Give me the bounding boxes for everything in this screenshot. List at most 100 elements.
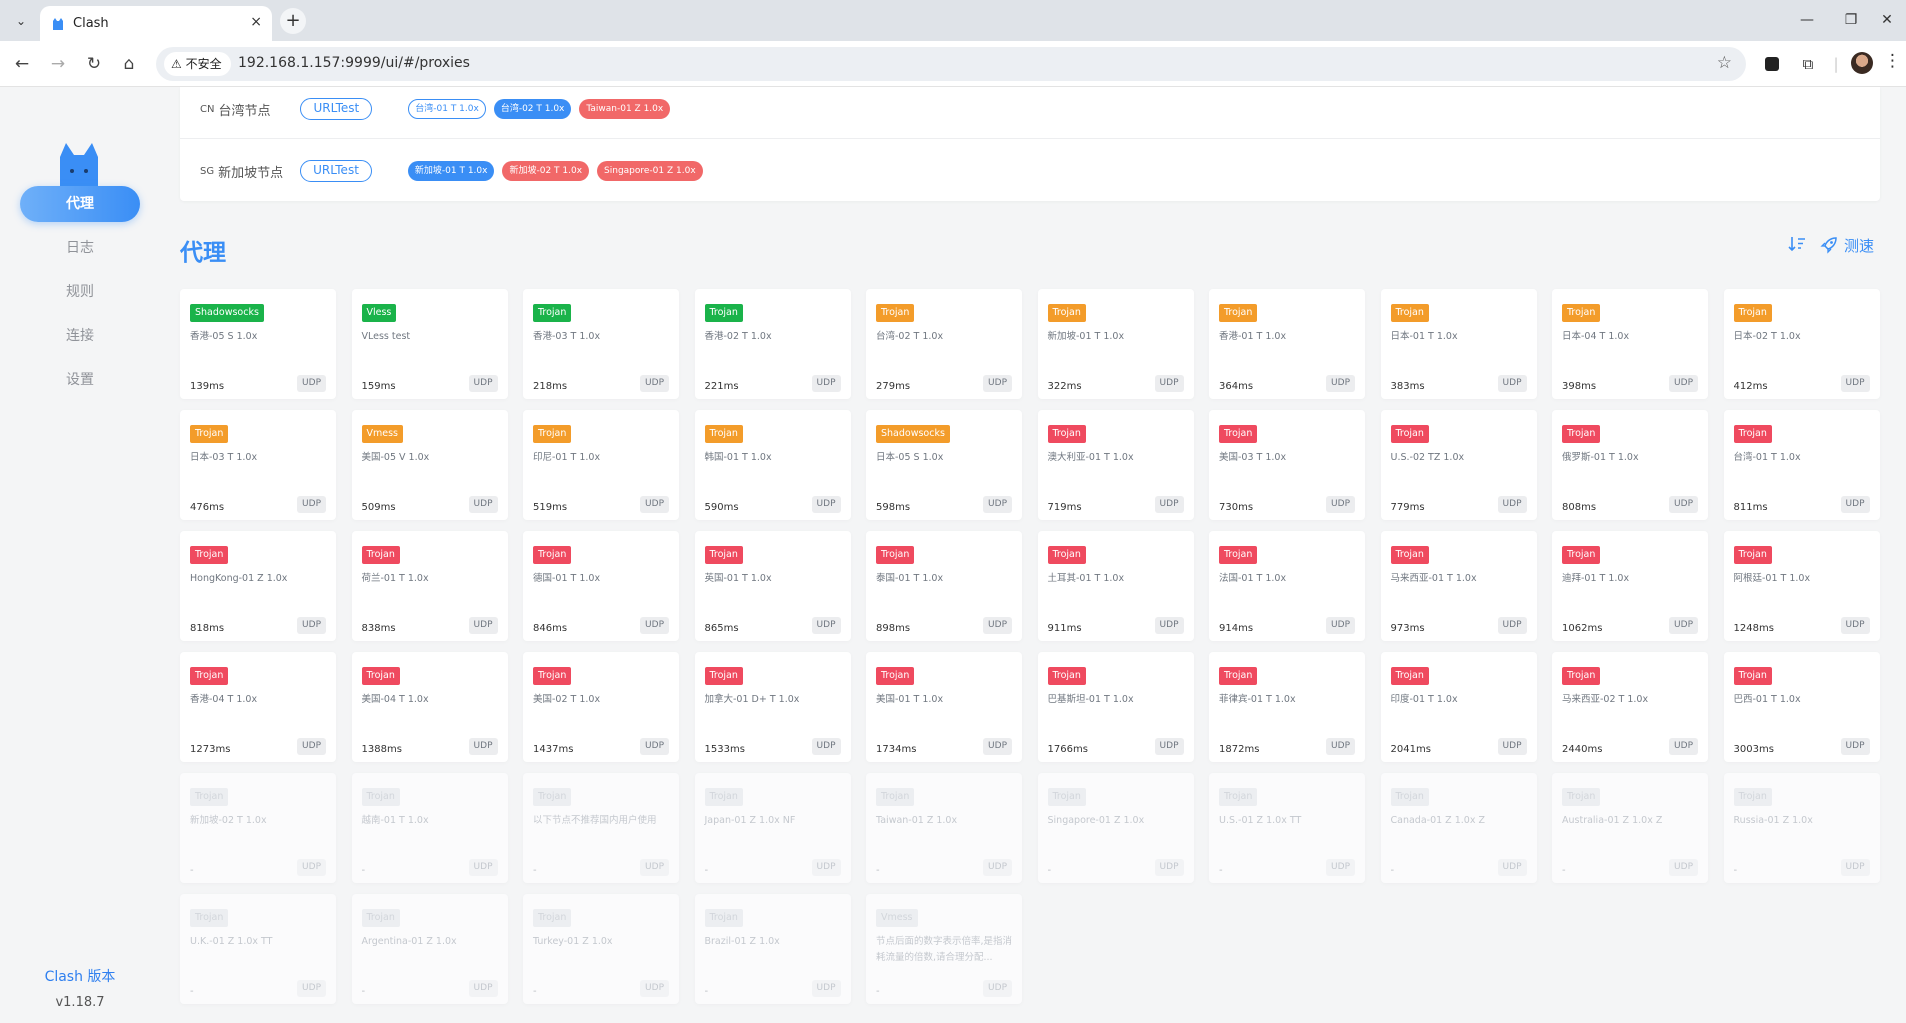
proxy-delay: 1533ms (704, 744, 745, 755)
proxy-card[interactable]: Trojan Brazil-01 Z 1.0x - UDP (694, 894, 851, 1004)
proxy-card[interactable]: Trojan 以下节点不推荐国内用户使用 - UDP (523, 773, 679, 883)
profile-avatar[interactable] (1851, 52, 1873, 74)
proxy-card[interactable]: Trojan U.S.-01 Z 1.0x TT - UDP (1209, 773, 1365, 883)
proxy-card[interactable]: Trojan 香港-01 T 1.0x 364ms UDP (1209, 289, 1365, 399)
url-text[interactable]: 192.168.1.157:9999/ui/#/proxies (238, 55, 470, 71)
address-bar[interactable]: ⚠ 不安全 192.168.1.157:9999/ui/#/proxies ☆ (156, 47, 1746, 81)
extensions-puzzle-icon[interactable]: ⧉ (1802, 55, 1814, 73)
group-proxy-chip[interactable]: 新加坡-02 T 1.0x (502, 161, 590, 181)
home-icon[interactable]: ⌂ (123, 54, 135, 74)
proxy-card[interactable]: Shadowsocks 香港-05 S 1.0x 139ms UDP (180, 289, 336, 399)
nav-item-rules[interactable]: 规则 (66, 284, 94, 300)
proxy-card[interactable]: Trojan 台湾-02 T 1.0x 279ms UDP (866, 289, 1022, 399)
proxy-card[interactable]: Trojan 法国-01 T 1.0x 914ms UDP (1209, 531, 1365, 641)
proxy-card[interactable]: Trojan Argentina-01 Z 1.0x - UDP (351, 894, 508, 1004)
new-tab-button[interactable]: + (280, 8, 306, 34)
extension-icon[interactable] (1762, 54, 1782, 74)
proxy-name: Turkey-01 Z 1.0x (533, 936, 613, 947)
nav-item-logs[interactable]: 日志 (66, 240, 94, 256)
proxy-type-badge: Trojan (1047, 667, 1086, 685)
proxy-card[interactable]: Trojan 台湾-01 T 1.0x 811ms UDP (1723, 410, 1880, 520)
proxy-card[interactable]: Trojan 马来西亚-02 T 1.0x 2440ms UDP (1552, 652, 1708, 762)
tab-close-icon[interactable]: × (250, 14, 262, 30)
proxy-card[interactable]: Trojan 印尼-01 T 1.0x 519ms UDP (523, 410, 679, 520)
group-proxy-chip[interactable]: Singapore-01 Z 1.0x (597, 161, 703, 181)
nav-item-settings[interactable]: 设置 (66, 372, 94, 388)
proxy-card[interactable]: Trojan 俄罗斯-01 T 1.0x 808ms UDP (1552, 410, 1708, 520)
proxy-card[interactable]: Trojan 日本-02 T 1.0x 412ms UDP (1723, 289, 1880, 399)
proxy-card[interactable]: Trojan U.K.-01 Z 1.0x TT - UDP (180, 894, 336, 1004)
proxy-card[interactable]: Trojan 荷兰-01 T 1.0x 838ms UDP (351, 531, 508, 641)
proxy-card[interactable]: Trojan 日本-01 T 1.0x 383ms UDP (1380, 289, 1537, 399)
proxy-card[interactable]: Trojan 澳大利亚-01 T 1.0x 719ms UDP (1037, 410, 1194, 520)
speed-test-button[interactable]: 测速 (1820, 233, 1874, 257)
proxy-card[interactable]: Trojan 越南-01 T 1.0x - UDP (351, 773, 508, 883)
proxy-card[interactable]: Trojan 印度-01 T 1.0x 2041ms UDP (1380, 652, 1537, 762)
proxy-card[interactable]: Trojan 日本-03 T 1.0x 476ms UDP (180, 410, 336, 520)
proxy-card[interactable]: Trojan 菲律宾-01 T 1.0x 1872ms UDP (1209, 652, 1365, 762)
proxy-card[interactable]: Trojan Turkey-01 Z 1.0x - UDP (523, 894, 679, 1004)
proxy-card[interactable]: Trojan 土耳其-01 T 1.0x 911ms UDP (1037, 531, 1194, 641)
proxy-delay: 1062ms (1562, 623, 1603, 634)
group-proxy-chip-selected[interactable]: 台湾-02 T 1.0x (493, 99, 572, 119)
proxy-card[interactable]: Trojan Russia-01 Z 1.0x - UDP (1723, 773, 1880, 883)
proxy-groups-panel: CN 台湾节点 URLTest 台湾-01 T 1.0x 台湾-02 T 1.0… (180, 87, 1880, 201)
group-proxy-chip-selected[interactable]: 新加坡-01 T 1.0x (407, 161, 495, 181)
proxy-card[interactable]: Shadowsocks 日本-05 S 1.0x 598ms UDP (866, 410, 1022, 520)
proxy-card[interactable]: Trojan 马来西亚-01 T 1.0x 973ms UDP (1380, 531, 1537, 641)
proxy-card[interactable]: Vmess 美国-05 V 1.0x 509ms UDP (351, 410, 508, 520)
proxy-card[interactable]: Trojan Singapore-01 Z 1.0x - UDP (1037, 773, 1194, 883)
security-indicator[interactable]: ⚠ 不安全 (164, 52, 231, 76)
group-proxy-chip[interactable]: Taiwan-01 Z 1.0x (579, 99, 671, 119)
proxy-card[interactable]: Trojan 美国-01 T 1.0x 1734ms UDP (866, 652, 1022, 762)
proxy-card[interactable]: Trojan 英国-01 T 1.0x 865ms UDP (694, 531, 851, 641)
udp-badge: UDP (297, 859, 326, 876)
proxy-type-badge: Trojan (361, 788, 400, 806)
proxy-card[interactable]: Trojan 阿根廷-01 T 1.0x 1248ms UDP (1723, 531, 1880, 641)
proxy-name: 德国-01 T 1.0x (533, 573, 601, 584)
proxy-name: 美国-01 T 1.0x (876, 694, 944, 705)
proxy-card[interactable]: Trojan 日本-04 T 1.0x 398ms UDP (1552, 289, 1708, 399)
proxy-card[interactable]: Trojan U.S.-02 TZ 1.0x 779ms UDP (1380, 410, 1537, 520)
nav-item-connections[interactable]: 连接 (66, 328, 94, 344)
group-proxy-chip[interactable]: 台湾-01 T 1.0x (408, 99, 486, 119)
restore-icon[interactable]: ❐ (1844, 12, 1858, 28)
group-name: 新加坡节点 (218, 165, 284, 181)
proxy-card[interactable]: Trojan 新加坡-01 T 1.0x 322ms UDP (1037, 289, 1194, 399)
proxy-card[interactable]: Trojan HongKong-01 Z 1.0x 818ms UDP (180, 531, 336, 641)
back-arrow-icon[interactable]: ← (14, 54, 30, 74)
proxy-card[interactable]: Trojan 泰国-01 T 1.0x 898ms UDP (866, 531, 1022, 641)
proxy-card[interactable]: Trojan 香港-03 T 1.0x 218ms UDP (523, 289, 679, 399)
proxy-card[interactable]: Trojan Japan-01 Z 1.0x NF - UDP (694, 773, 851, 883)
tab-search-chevron-icon[interactable]: ⌄ (15, 14, 27, 28)
minimize-icon[interactable]: — (1800, 12, 1814, 28)
proxy-card[interactable]: Vmess 节点后面的数字表示倍率,是指消耗流量的倍数,请合理分配... - UDP (866, 894, 1022, 1004)
proxy-card[interactable]: Trojan Taiwan-01 Z 1.0x - UDP (866, 773, 1022, 883)
proxy-card[interactable]: Trojan 香港-02 T 1.0x 221ms UDP (694, 289, 851, 399)
proxy-card[interactable]: Trojan 加拿大-01 D+ T 1.0x 1533ms UDP (694, 652, 851, 762)
sort-icon[interactable] (1788, 235, 1806, 253)
forward-arrow-icon[interactable]: → (50, 54, 66, 74)
proxy-card[interactable]: Trojan Australia-01 Z 1.0x Z - UDP (1552, 773, 1708, 883)
proxy-card[interactable]: Trojan 美国-03 T 1.0x 730ms UDP (1209, 410, 1365, 520)
proxy-card[interactable]: Trojan 迪拜-01 T 1.0x 1062ms UDP (1552, 531, 1708, 641)
proxy-card[interactable]: Trojan 美国-04 T 1.0x 1388ms UDP (351, 652, 508, 762)
proxy-card[interactable]: Trojan 巴基斯坦-01 T 1.0x 1766ms UDP (1037, 652, 1194, 762)
close-window-icon[interactable]: ✕ (1881, 12, 1893, 28)
bookmark-star-icon[interactable]: ☆ (1716, 53, 1732, 73)
proxy-card[interactable]: Trojan 德国-01 T 1.0x 846ms UDP (523, 531, 679, 641)
proxy-card[interactable]: Trojan Canada-01 Z 1.0x Z - UDP (1380, 773, 1537, 883)
browser-menu-icon[interactable]: ⋮ (1884, 51, 1901, 71)
proxy-type-badge: Trojan (533, 667, 572, 685)
proxy-card[interactable]: Trojan 巴西-01 T 1.0x 3003ms UDP (1723, 652, 1880, 762)
proxy-type-badge: Trojan (361, 546, 400, 564)
browser-tab[interactable]: Clash × (40, 6, 272, 41)
nav-item-proxies[interactable]: 代理 (20, 186, 140, 222)
proxy-card[interactable]: Vless VLess test 159ms UDP (351, 289, 508, 399)
reload-icon[interactable]: ↻ (86, 54, 102, 74)
proxy-card[interactable]: Trojan 美国-02 T 1.0x 1437ms UDP (523, 652, 679, 762)
proxy-card[interactable]: Trojan 韩国-01 T 1.0x 590ms UDP (694, 410, 851, 520)
proxy-card[interactable]: Trojan 新加坡-02 T 1.0x - UDP (180, 773, 336, 883)
proxy-card[interactable]: Trojan 香港-04 T 1.0x 1273ms UDP (180, 652, 336, 762)
clash-dashboard: 代理 日志 规则 连接 设置 Clash 版本 v1.18.7 CN 台湾节点 … (0, 87, 1906, 1023)
